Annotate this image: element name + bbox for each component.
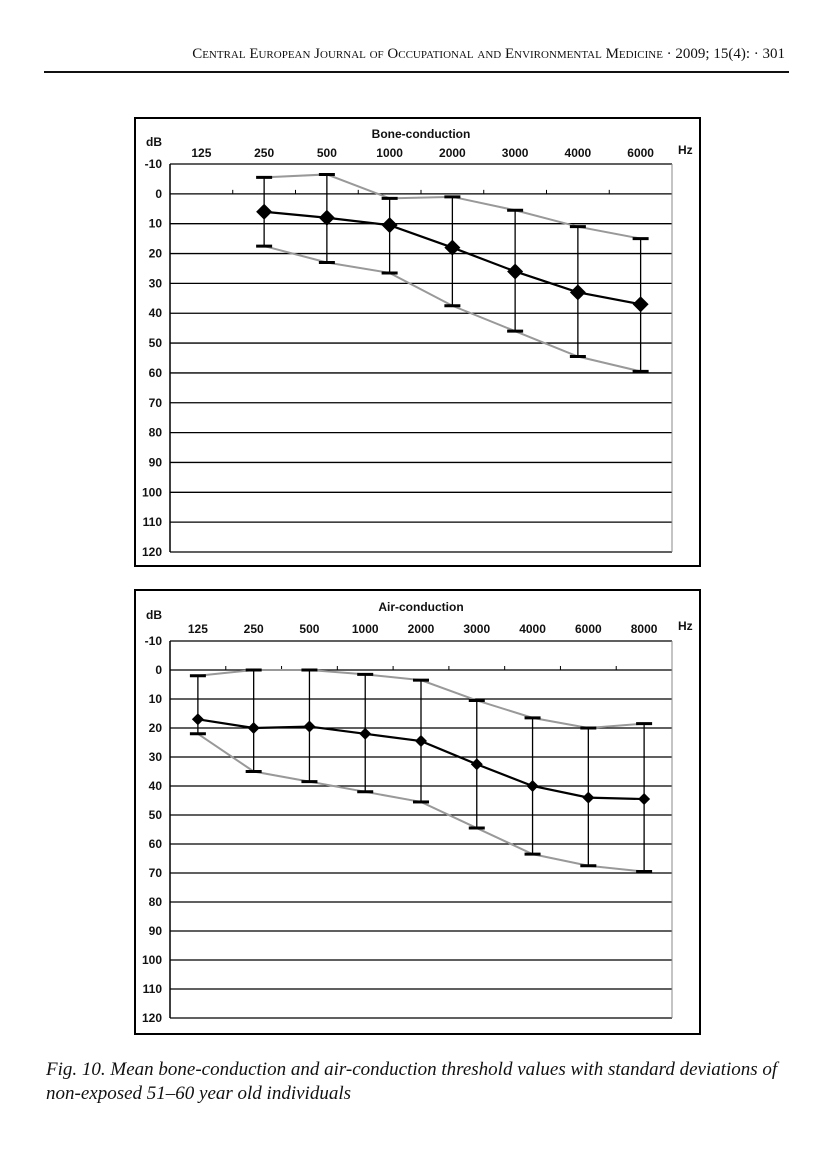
- y-tick-label: 100: [142, 953, 162, 967]
- x-tick-label: 3000: [502, 146, 529, 160]
- mean-marker: [632, 296, 649, 313]
- x-axis-unit: Hz: [678, 619, 693, 633]
- mean-marker: [444, 239, 461, 256]
- mean-marker: [582, 791, 595, 804]
- mean-marker: [470, 758, 483, 771]
- y-tick-label: 80: [149, 895, 163, 909]
- y-tick-label: 10: [149, 217, 163, 231]
- y-tick-label: 100: [142, 485, 162, 499]
- y-tick-label: 40: [149, 779, 163, 793]
- y-tick-label: 110: [143, 982, 163, 996]
- header-rule: [44, 71, 789, 73]
- y-tick-label: 60: [149, 366, 163, 380]
- x-tick-label: 6000: [627, 146, 654, 160]
- y-tick-label: 70: [149, 396, 163, 410]
- mean-marker: [247, 722, 260, 734]
- mean-marker: [318, 209, 335, 226]
- y-tick-label: 20: [149, 247, 163, 261]
- y-tick-label: 80: [149, 426, 163, 440]
- mean-marker: [256, 203, 273, 220]
- x-tick-label: 1000: [352, 622, 379, 636]
- x-axis-unit: Hz: [678, 143, 693, 157]
- running-header: Central European Journal of Occupational…: [192, 46, 785, 62]
- mean-marker: [359, 727, 372, 740]
- mean-marker: [569, 284, 586, 301]
- mean-marker: [638, 793, 651, 806]
- x-tick-label: 3000: [463, 622, 490, 636]
- y-axis-label: dB: [146, 608, 162, 622]
- x-tick-label: 2000: [439, 146, 466, 160]
- x-tick-label: 125: [188, 622, 208, 636]
- y-tick-label: -10: [145, 157, 163, 171]
- x-tick-label: 1000: [376, 146, 403, 160]
- x-tick-label: 4000: [519, 622, 546, 636]
- y-tick-label: 120: [142, 1011, 162, 1025]
- mean-marker: [381, 217, 398, 234]
- y-tick-label: 70: [149, 866, 163, 880]
- x-tick-label: 250: [244, 622, 264, 636]
- x-tick-label: 2000: [408, 622, 435, 636]
- y-tick-label: 50: [149, 336, 163, 350]
- y-tick-label: 0: [155, 187, 162, 201]
- bone-conduction-chart: Bone-conduction dB Hz -10 0 10 20 30 40 50 60 70 80 9…: [134, 117, 701, 567]
- x-tick-label: 500: [299, 622, 319, 636]
- y-tick-label: 10: [149, 692, 163, 706]
- x-tick-label: 500: [317, 146, 337, 160]
- mean-marker: [191, 713, 204, 726]
- y-tick-label: 90: [149, 455, 163, 469]
- y-tick-label: 60: [149, 837, 163, 851]
- figure-caption: Fig. 10. Mean bone-conduction and air-co…: [46, 1059, 778, 1104]
- y-tick-label: -10: [145, 634, 163, 648]
- chart-title: Bone-conduction: [372, 127, 471, 141]
- y-tick-label: 110: [143, 515, 163, 529]
- y-tick-label: 30: [149, 750, 163, 764]
- y-axis-label: dB: [146, 135, 162, 149]
- y-tick-label: 90: [149, 924, 163, 938]
- mean-marker: [526, 780, 539, 792]
- mean-marker: [507, 263, 524, 280]
- x-tick-label: 125: [191, 146, 211, 160]
- y-tick-label: 50: [149, 808, 163, 822]
- chart-title: Air-conduction: [378, 600, 463, 614]
- x-tick-label: 250: [254, 146, 274, 160]
- mean-marker: [415, 735, 427, 748]
- mean-marker: [303, 720, 316, 733]
- y-tick-label: 30: [149, 276, 163, 290]
- air-conduction-chart: Air-conduction dB Hz -10 0 10 20 30 40 50 60 70 80 90…: [134, 589, 701, 1035]
- y-tick-label: 120: [142, 545, 162, 559]
- x-tick-label: 4000: [565, 146, 592, 160]
- y-tick-label: 20: [149, 721, 163, 735]
- x-tick-label: 8000: [631, 622, 658, 636]
- x-tick-label: 6000: [575, 622, 602, 636]
- y-tick-label: 40: [149, 306, 163, 320]
- y-tick-label: 0: [155, 663, 162, 677]
